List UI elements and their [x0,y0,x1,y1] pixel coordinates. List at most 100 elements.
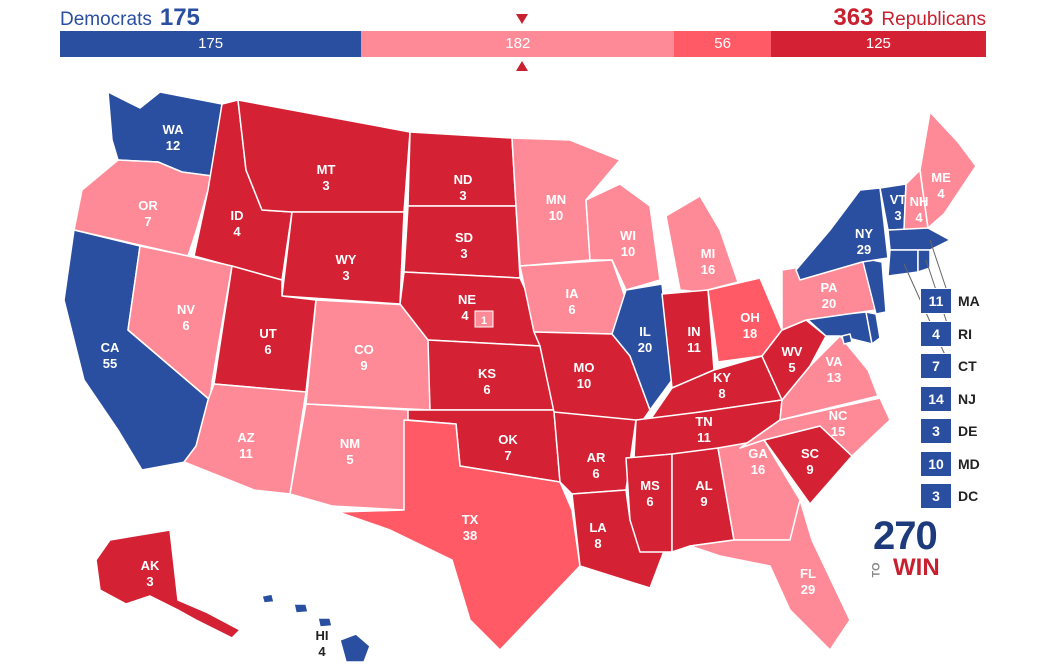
state-ev-wy: 3 [342,268,349,283]
state-ev-ar: 6 [592,466,599,481]
state-label-nh: NH [910,194,929,209]
state-ev-al: 9 [700,494,707,509]
state-label-va: VA [825,354,843,369]
ne-list-state-label: RI [958,325,972,342]
ne-list-item-de[interactable]: 3 DE [920,418,977,444]
state-label-nv: NV [177,302,195,317]
bar-segment-lean-rep[interactable]: 182 [361,31,675,57]
state-ev-tx: 38 [463,528,477,543]
state-label-or: OR [138,198,158,213]
state-ev-in: 11 [687,340,701,355]
state-MS[interactable] [625,453,673,553]
ne-list-item-ri[interactable]: 4 RI [920,320,972,347]
state-ev-nh: 4 [915,210,923,225]
state-label-mn: MN [546,192,566,207]
state-ev-nm: 5 [346,452,353,467]
republicans-header: 363 Republicans [833,4,986,32]
state-ev-sc: 9 [806,462,813,477]
state-ev-hi: 4 [318,644,326,659]
democrats-total: 175 [159,4,200,31]
state-ev-mt: 3 [322,178,329,193]
state-ev-nc: 15 [831,424,845,439]
ne-list-ev-box: 3 [920,483,952,509]
state-ev-me: 4 [937,186,945,201]
bar-segment-likely-rep[interactable]: 56 [674,31,771,57]
state-OR[interactable] [73,159,213,257]
state-DE[interactable] [865,311,881,345]
majority-marker-bottom-icon [516,61,528,71]
state-ev-mn: 10 [549,208,563,223]
ne-list-item-dc[interactable]: 3 DC [920,483,978,509]
state-label-sd: SD [455,230,473,245]
state-label-oh: OH [740,310,760,325]
state-TX[interactable] [337,419,581,651]
state-CT[interactable] [887,249,919,277]
state-IL[interactable] [611,283,673,411]
ne-list-ev-box: 3 [920,418,952,444]
ne-list-state-label: MD [958,455,980,472]
majority-marker-top-icon [516,14,528,24]
state-ev-mo: 10 [577,376,591,391]
state-DC[interactable] [841,333,853,345]
state-MI[interactable] [665,195,739,293]
logo-word: WIN [893,554,940,581]
state-ev-ia: 6 [568,302,575,317]
state-label-sc: SC [801,446,820,461]
state-ev-id: 4 [233,224,241,239]
state-ev-mi: 16 [701,262,715,277]
democrats-header: Democrats 175 [60,4,200,32]
state-label-ak: AK [141,558,160,573]
state-ev-la: 8 [594,536,601,551]
state-ev-pa: 20 [822,296,836,311]
state-label-in: IN [688,324,701,339]
state-ev-ak: 3 [146,574,153,589]
state-NM[interactable] [289,403,411,511]
ne-list-ev-box: 7 [920,353,952,379]
ne-list-item-ct[interactable]: 7 CT [920,353,977,379]
state-ev-sd: 3 [460,246,467,261]
state-HI[interactable] [339,633,371,663]
state-WI[interactable] [585,183,661,291]
state-ev-ca: 55 [103,356,117,371]
state-label-la: LA [589,520,607,535]
logo-number: 270 [873,514,938,558]
state-label-ms: MS [640,478,660,493]
state-label-ny: NY [855,226,873,241]
state-label-al: AL [695,478,712,493]
state-MT[interactable] [237,99,411,213]
state-label-nc: NC [829,408,848,423]
state-AZ[interactable] [183,383,307,495]
state-MA[interactable] [887,227,951,251]
ne-list-ev-box: 4 [920,320,952,347]
state-label-ar: AR [587,450,606,465]
state-label-wv: WV [782,344,803,359]
state-HI-islands[interactable] [261,593,333,628]
republicans-total: 363 [833,4,874,31]
state-label-hi: HI [316,628,329,643]
state-ev-il: 20 [638,340,652,355]
ne-list-ev-box: 10 [920,450,952,477]
ne-list-item-nj[interactable]: 14 NJ [920,385,976,412]
state-AK[interactable] [95,529,241,639]
ne-district-box[interactable] [474,310,494,328]
state-NV[interactable] [127,245,233,401]
state-ev-nd: 3 [459,188,466,203]
state-label-ok: OK [498,432,518,447]
state-label-tn: TN [695,414,712,429]
state-label-ky: KY [713,370,731,385]
ne-list-item-ma[interactable]: 11 MA [920,288,980,314]
state-FL[interactable] [689,499,851,651]
ne-list-state-label: DC [958,488,979,504]
state-label-mt: MT [317,162,336,177]
state-ev-va: 13 [827,370,841,385]
state-ev-ks: 6 [483,382,490,397]
ne-district-ev: 1 [481,315,487,327]
state-label-mo: MO [574,360,595,375]
bar-segment-safe-rep[interactable]: 125 [770,31,986,57]
ne-list-item-md[interactable]: 10 MD [920,450,980,477]
state-label-az: AZ [237,430,254,445]
bar-segment-safe-dem[interactable]: 175 [60,31,362,57]
state-label-fl: FL [800,566,816,581]
state-NY[interactable] [795,187,889,281]
state-RI[interactable] [917,249,931,273]
